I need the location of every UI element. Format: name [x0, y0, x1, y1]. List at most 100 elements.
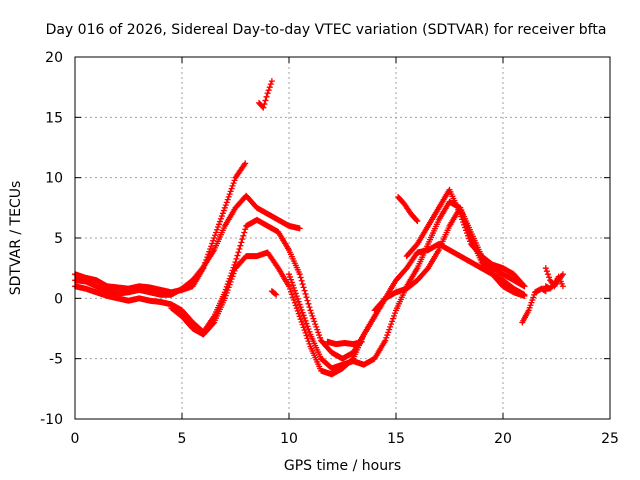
- data-point: [272, 290, 279, 297]
- data-point: [392, 310, 399, 317]
- data-point: [291, 287, 298, 294]
- data-point: [291, 299, 298, 306]
- y-tick-label: 0: [54, 291, 63, 307]
- data-point: [302, 329, 309, 336]
- data-point: [550, 282, 557, 289]
- data-point: [292, 302, 299, 309]
- data-point: [286, 271, 292, 278]
- data-point: [221, 204, 228, 211]
- data-point: [230, 180, 237, 187]
- data-point: [262, 97, 269, 104]
- series-segment-c: [268, 288, 280, 298]
- data-point: [311, 318, 318, 325]
- data-point: [224, 287, 231, 294]
- data-point: [317, 334, 324, 341]
- data-point: [312, 321, 319, 328]
- data-point: [227, 278, 234, 285]
- data-point: [292, 290, 299, 297]
- data-point: [289, 294, 296, 301]
- data-point: [466, 238, 473, 245]
- data-point: [298, 318, 305, 325]
- y-tick-label: -10: [40, 412, 63, 428]
- data-point: [460, 219, 467, 226]
- y-tick-label: -5: [49, 352, 63, 368]
- data-point: [290, 296, 297, 303]
- data-point: [286, 273, 293, 280]
- data-point: [458, 213, 465, 220]
- data-point: [297, 304, 304, 311]
- data-point: [315, 329, 322, 336]
- data-point: [214, 224, 221, 231]
- data-point: [303, 320, 310, 327]
- data-point: [414, 218, 421, 225]
- x-tick-label: 0: [71, 431, 80, 447]
- data-point: [210, 320, 217, 327]
- data-point: [227, 188, 234, 195]
- data-point: [299, 281, 306, 288]
- data-point: [222, 292, 229, 299]
- data-point: [212, 232, 219, 239]
- data-point: [273, 291, 280, 298]
- data-point: [267, 81, 274, 88]
- data-point: [220, 207, 227, 214]
- data-point: [302, 317, 309, 324]
- y-tick-label: 15: [45, 110, 63, 126]
- x-tick-label: 25: [601, 431, 619, 447]
- data-point: [300, 284, 307, 291]
- x-tick-label: 10: [280, 431, 298, 447]
- y-tick-label: 10: [45, 171, 63, 187]
- data-point: [543, 268, 550, 275]
- data-point: [268, 78, 275, 85]
- data-point: [234, 252, 241, 259]
- data-point: [238, 239, 245, 246]
- data-point: [303, 332, 310, 339]
- series-track-7: [403, 186, 528, 290]
- data-point: [288, 279, 295, 286]
- data-point: [559, 283, 566, 290]
- data-point: [298, 277, 305, 284]
- data-point: [235, 249, 242, 256]
- data-point: [464, 230, 471, 237]
- data-point: [226, 281, 233, 288]
- y-axis-title: SDTVAR / TECUs: [8, 181, 24, 296]
- data-point: [520, 282, 527, 289]
- data-point: [264, 90, 271, 97]
- data-point: [214, 226, 221, 233]
- data-point: [290, 284, 297, 291]
- x-tick-label: 15: [387, 431, 405, 447]
- data-point: [296, 271, 303, 278]
- data-point: [299, 321, 306, 328]
- series-track-6: [371, 204, 528, 314]
- data-point: [457, 210, 464, 217]
- data-point: [387, 323, 394, 330]
- data-point: [293, 305, 300, 312]
- data-point: [459, 216, 466, 223]
- data-point: [216, 218, 223, 225]
- series-segment-b: [395, 193, 421, 225]
- data-point: [294, 295, 301, 302]
- data-point: [288, 291, 295, 298]
- data-point: [211, 235, 218, 241]
- data-point: [297, 274, 304, 281]
- data-point: [229, 273, 236, 280]
- data-point: [239, 236, 246, 243]
- y-tick-label: 5: [54, 231, 63, 247]
- data-point: [295, 310, 302, 317]
- data-point: [313, 323, 320, 330]
- chart-title: Day 016 of 2026, Sidereal Day-to-day VTE…: [46, 22, 607, 38]
- data-point: [316, 332, 323, 339]
- series-segment-d: [324, 338, 365, 348]
- data-point: [229, 182, 236, 189]
- axis-ticks: 0 5 10 15 20 25 -10 -5 0 5 10 15 20: [40, 50, 619, 447]
- data-point: [310, 315, 317, 322]
- data-point: [544, 271, 551, 278]
- data-point: [261, 101, 268, 108]
- data-point: [236, 245, 243, 252]
- data-point: [226, 191, 233, 198]
- y-tick-label: 20: [45, 50, 63, 66]
- data-point: [265, 87, 272, 94]
- x-axis-title: GPS time / hours: [284, 458, 401, 474]
- data-point: [298, 306, 305, 313]
- data-point: [302, 290, 309, 297]
